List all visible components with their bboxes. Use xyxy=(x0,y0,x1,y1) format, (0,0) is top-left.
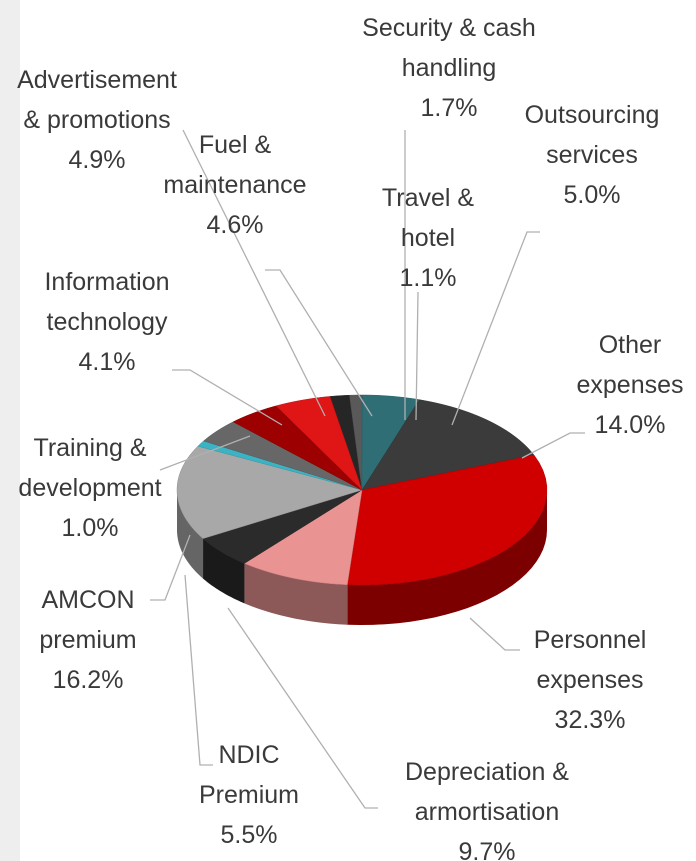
value-label: 32.3% xyxy=(554,706,626,734)
leader-line xyxy=(415,291,419,421)
pie-slice-side xyxy=(347,490,547,625)
category-label: Depreciation & armortisation xyxy=(405,758,569,826)
category-label: Advertisement & promotions xyxy=(17,66,177,134)
data-label: Outsourcing services 5.0% xyxy=(525,95,660,215)
data-label: Advertisement & promotions 4.9% xyxy=(17,60,177,180)
pie-slice xyxy=(202,489,363,564)
value-label: 9.7% xyxy=(458,838,516,861)
value-label: 4.6% xyxy=(206,211,264,239)
data-label: Travel & hotel 1.1% xyxy=(382,178,474,298)
pie-slice xyxy=(346,454,548,586)
leader-line xyxy=(227,607,378,809)
leader-line xyxy=(469,617,520,651)
category-label: AMCON premium xyxy=(39,586,137,654)
pie-slice xyxy=(243,489,363,585)
pie-slice xyxy=(176,445,363,539)
category-label: NDIC Premium xyxy=(198,741,300,809)
data-label: Security & cash handling 1.7% xyxy=(362,8,536,128)
leader-line xyxy=(159,435,251,471)
value-label: 5.5% xyxy=(220,821,278,849)
data-label: Other expenses 14.0% xyxy=(576,325,683,445)
leader-line xyxy=(265,269,373,417)
value-label: 4.9% xyxy=(68,146,126,174)
category-label: Security & cash handling xyxy=(362,14,536,82)
value-label: 1.7% xyxy=(420,94,478,122)
pie-slice xyxy=(349,394,363,491)
category-label: Outsourcing services xyxy=(524,101,660,169)
value-label: 4.1% xyxy=(78,348,136,376)
leader-line xyxy=(172,369,283,426)
value-label: 16.2% xyxy=(52,666,124,694)
category-label: Travel & hotel xyxy=(381,184,475,252)
data-label: NDIC Premium 5.5% xyxy=(199,735,299,855)
data-label: Depreciation & armortisation 9.7% xyxy=(405,752,569,861)
pie-slice-side xyxy=(177,490,204,579)
pie-slice xyxy=(275,396,363,491)
category-label: Other expenses xyxy=(576,331,684,399)
value-label: 14.0% xyxy=(594,411,666,439)
leader-line xyxy=(184,574,213,766)
category-label: Training & development xyxy=(18,434,162,502)
data-label: Fuel & maintenance 4.6% xyxy=(163,125,306,245)
leader-line xyxy=(521,432,585,459)
side-panel xyxy=(0,0,20,861)
leader-line xyxy=(451,231,540,426)
pie-slice xyxy=(232,405,363,491)
pie-slice-side xyxy=(203,538,245,604)
leader-line xyxy=(150,534,191,601)
category-label: Personnel expenses xyxy=(533,626,647,694)
data-label: Personnel expenses 32.3% xyxy=(534,620,647,740)
data-label: AMCON premium 16.2% xyxy=(39,580,136,700)
value-label: 1.1% xyxy=(399,264,457,292)
category-label: Information technology xyxy=(44,268,170,336)
category-label: Fuel & maintenance xyxy=(163,131,307,199)
value-label: 1.0% xyxy=(61,514,119,542)
data-label: Information technology 4.1% xyxy=(44,262,169,382)
leader-line xyxy=(182,129,326,417)
pie-slice xyxy=(361,399,535,491)
pie-slice-side xyxy=(244,563,348,625)
pie-slice xyxy=(197,440,363,491)
value-label: 5.0% xyxy=(563,181,621,209)
data-label: Training & development 1.0% xyxy=(18,428,161,548)
